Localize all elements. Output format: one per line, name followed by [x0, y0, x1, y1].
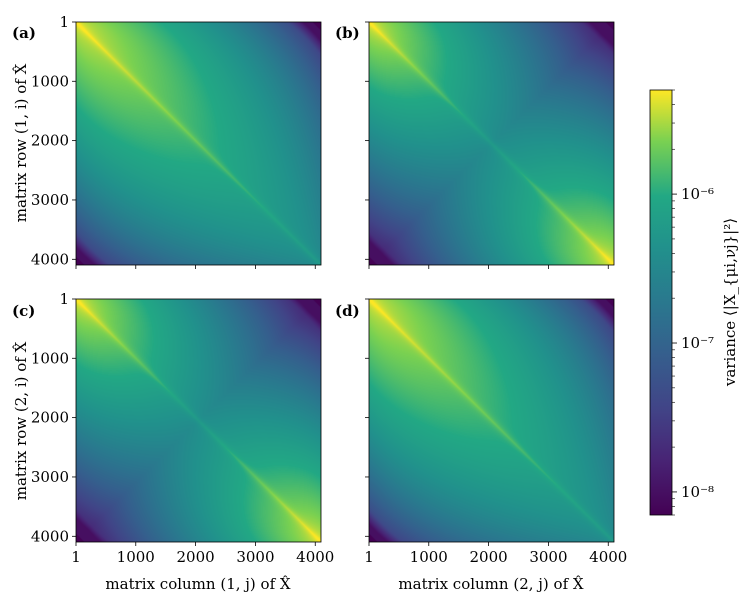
colorbar-tick-label-1: 10⁻⁷ — [681, 334, 714, 352]
ytick-label-a-1: 1000 — [31, 72, 69, 90]
xtick-label-d-0: 1 — [364, 548, 374, 566]
xtick-label-d-4: 4000 — [589, 548, 627, 566]
xlabel-c: matrix column (1, j) of X̂ — [105, 575, 290, 593]
ytick-label-a-3: 3000 — [31, 191, 69, 209]
xtick-label-d-2: 2000 — [470, 548, 508, 566]
heatmap-c — [76, 299, 321, 542]
frame-c — [75, 298, 322, 543]
colorbar-tick-label-2: 10⁻⁸ — [681, 483, 714, 501]
ytick-label-c-3: 3000 — [31, 468, 69, 486]
frame-d — [368, 298, 615, 543]
colorbar-label: variance ⟨|X_{μi,νj}|²⟩ — [721, 218, 739, 387]
ytick-label-a-0: 1 — [59, 13, 69, 31]
ytick-label-c-2: 2000 — [31, 409, 69, 427]
ytick-label-a-2: 2000 — [31, 132, 69, 150]
xlabel-d: matrix column (2, j) of X̂ — [398, 575, 583, 593]
xtick-label-c-1: 1000 — [117, 548, 155, 566]
ticks: 1100020003000400011100010002000200030003… — [31, 13, 628, 566]
panel-label-d: (d) — [335, 302, 360, 320]
xtick-label-d-1: 1000 — [410, 548, 448, 566]
panel-label-b: (b) — [335, 24, 360, 42]
xtick-label-c-3: 3000 — [236, 548, 274, 566]
panel-label-a: (a) — [12, 24, 36, 42]
ytick-label-c-4: 4000 — [31, 527, 69, 545]
ylabel-c: matrix row (2, i) of X̂ — [12, 341, 30, 500]
heatmap-a — [76, 22, 321, 265]
ytick-label-c-0: 1 — [59, 290, 69, 308]
heatmap-d — [369, 299, 614, 542]
ytick-label-c-1: 1000 — [31, 349, 69, 367]
ylabel-a: matrix row (1, i) of X̂ — [12, 63, 30, 222]
ytick-label-a-4: 4000 — [31, 250, 69, 268]
colorbar-tick-label-0: 10⁻⁶ — [681, 185, 714, 203]
colorbar-ticks: 10⁻⁶ 10⁻⁷ 10⁻⁸ — [672, 89, 714, 516]
heatmap-b — [369, 22, 614, 265]
frame-a — [75, 21, 322, 266]
frame-b — [368, 21, 615, 266]
panel-label-c: (c) — [12, 302, 35, 320]
xtick-label-c-2: 2000 — [177, 548, 215, 566]
xtick-label-c-4: 4000 — [296, 548, 334, 566]
colorbar — [649, 89, 673, 516]
xtick-label-c-0: 1 — [71, 548, 81, 566]
xtick-label-d-3: 3000 — [529, 548, 567, 566]
